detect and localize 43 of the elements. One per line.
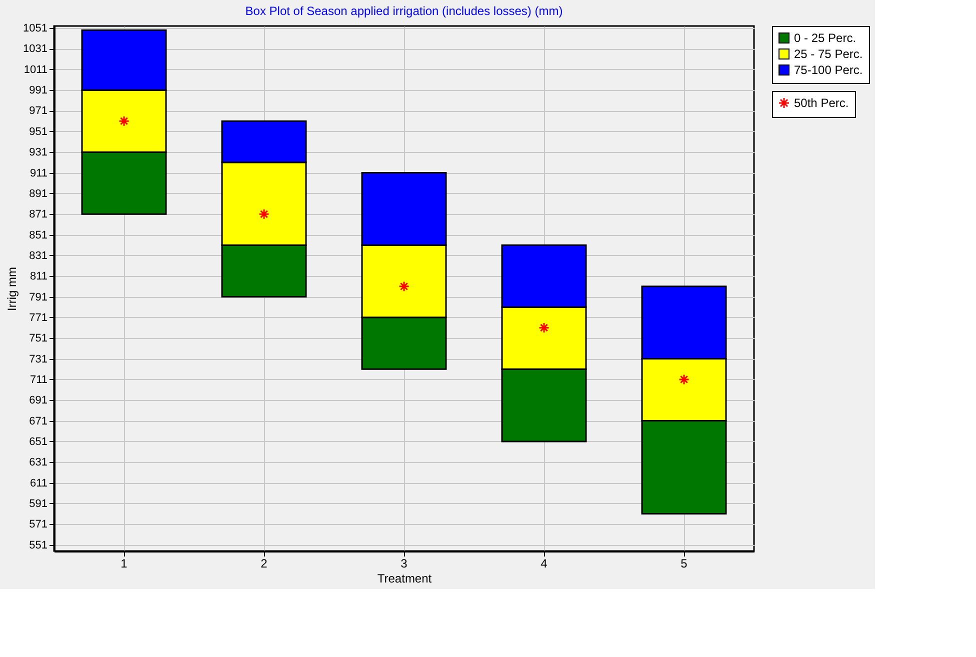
y-tick-label: 831 <box>29 250 48 262</box>
y-tick-label: 911 <box>30 167 48 180</box>
point <box>678 374 690 385</box>
y-tick-label: 811 <box>30 270 48 283</box>
y-tick-label: 751 <box>29 332 48 345</box>
x-tick-label: 2 <box>260 556 268 570</box>
y-tick-label: 871 <box>29 208 48 221</box>
y-tick-label: 1011 <box>24 64 48 76</box>
point <box>398 280 410 292</box>
legend-label: 75-100 Perc. <box>794 63 863 77</box>
y-tick-label: 991 <box>29 84 48 97</box>
y-tick-label: 731 <box>29 353 48 366</box>
y-tick-label: 891 <box>29 188 48 200</box>
y-tick-label: 551 <box>29 539 48 552</box>
x-axis-title: Treatment <box>377 572 432 586</box>
point <box>538 322 550 334</box>
y-tick-label: 1031 <box>23 43 48 56</box>
legend-label: 50th Perc. <box>794 96 849 110</box>
x-tick-label: 1 <box>120 556 128 570</box>
y-tick-label: 571 <box>29 518 48 531</box>
y-tick-label: 611 <box>30 477 48 490</box>
x-tick-label: 5 <box>680 556 688 570</box>
y-tick-label: 851 <box>29 229 48 242</box>
y-tick-label: 651 <box>29 436 48 448</box>
y-tick-label: 771 <box>29 312 48 324</box>
y-tick-label: 791 <box>29 291 48 304</box>
y-tick-label: 691 <box>29 394 48 407</box>
y-tick-label: 711 <box>30 374 48 386</box>
y-tick-label: 591 <box>29 498 48 510</box>
y-tick-label: 631 <box>29 456 48 469</box>
legend-label: 25 - 75 Perc. <box>794 47 863 61</box>
y-tick-label: 971 <box>29 105 48 118</box>
y-tick-label: 1051 <box>23 22 48 35</box>
x-tick-label: 3 <box>400 556 408 570</box>
legend-label: 0 - 25 Perc. <box>794 31 856 45</box>
point <box>118 116 130 127</box>
y-tick-label: 671 <box>29 415 48 428</box>
y-tick-label: 931 <box>29 146 48 159</box>
y-tick-label: 951 <box>29 126 48 138</box>
point <box>258 208 270 220</box>
chart-title: Box Plot of Season applied irrigation (includes losses) (mm) <box>245 4 563 18</box>
x-tick-label: 4 <box>540 556 548 570</box>
y-axis-title: Irrig mm <box>5 267 20 311</box>
